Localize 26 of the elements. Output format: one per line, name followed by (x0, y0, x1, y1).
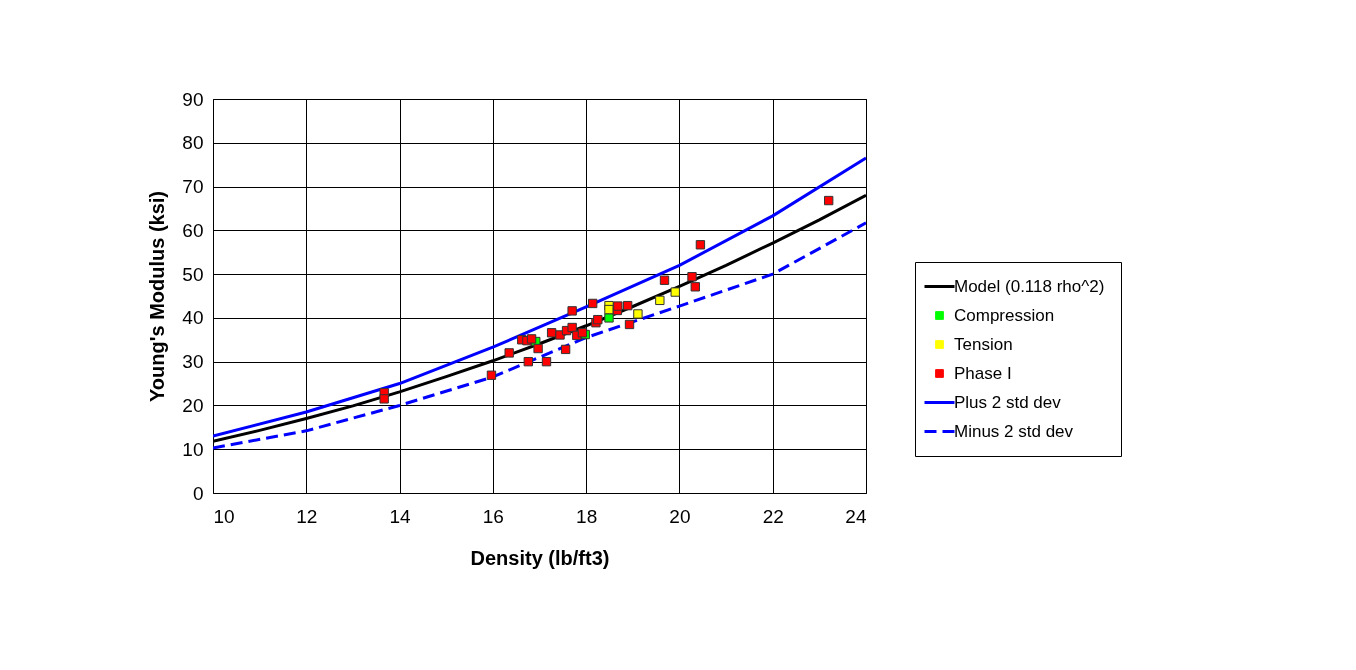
y-tick-label: 80 (182, 132, 204, 154)
legend-label: Model (0.118 rho^2) (954, 276, 1105, 296)
y-tick-label: 50 (182, 263, 204, 285)
x-tick-label: 12 (296, 505, 318, 527)
y-tick-label: 30 (182, 351, 204, 373)
legend-label: Phase I (954, 363, 1012, 383)
x-tick-label: 22 (762, 505, 784, 527)
legend-label: Minus 2 std dev (954, 421, 1074, 441)
x-tick-label: 24 (845, 505, 867, 527)
y-tick-label: 70 (182, 176, 204, 198)
x-tick-label: 18 (576, 505, 598, 527)
y-tick-label: 90 (182, 88, 204, 110)
y-tick-label: 20 (182, 394, 204, 416)
x-tick-label: 10 (213, 505, 235, 527)
x-axis-title: Density (lb/ft3) (470, 546, 610, 569)
x-tick-label: 16 (482, 505, 504, 527)
x-tick-label: 14 (389, 505, 412, 527)
y-tick-label: 40 (182, 307, 204, 329)
x-tick-label: 20 (669, 505, 691, 527)
y-tick-label: 0 (192, 482, 204, 504)
legend-label: Plus 2 std dev (954, 392, 1062, 412)
legend-label: Compression (954, 305, 1055, 325)
legend-label: Tension (954, 334, 1013, 354)
y-tick-label: 60 (182, 219, 204, 241)
y-axis-title: Young's Modulus (ksi) (146, 190, 169, 403)
y-tick-label: 10 (182, 438, 204, 460)
